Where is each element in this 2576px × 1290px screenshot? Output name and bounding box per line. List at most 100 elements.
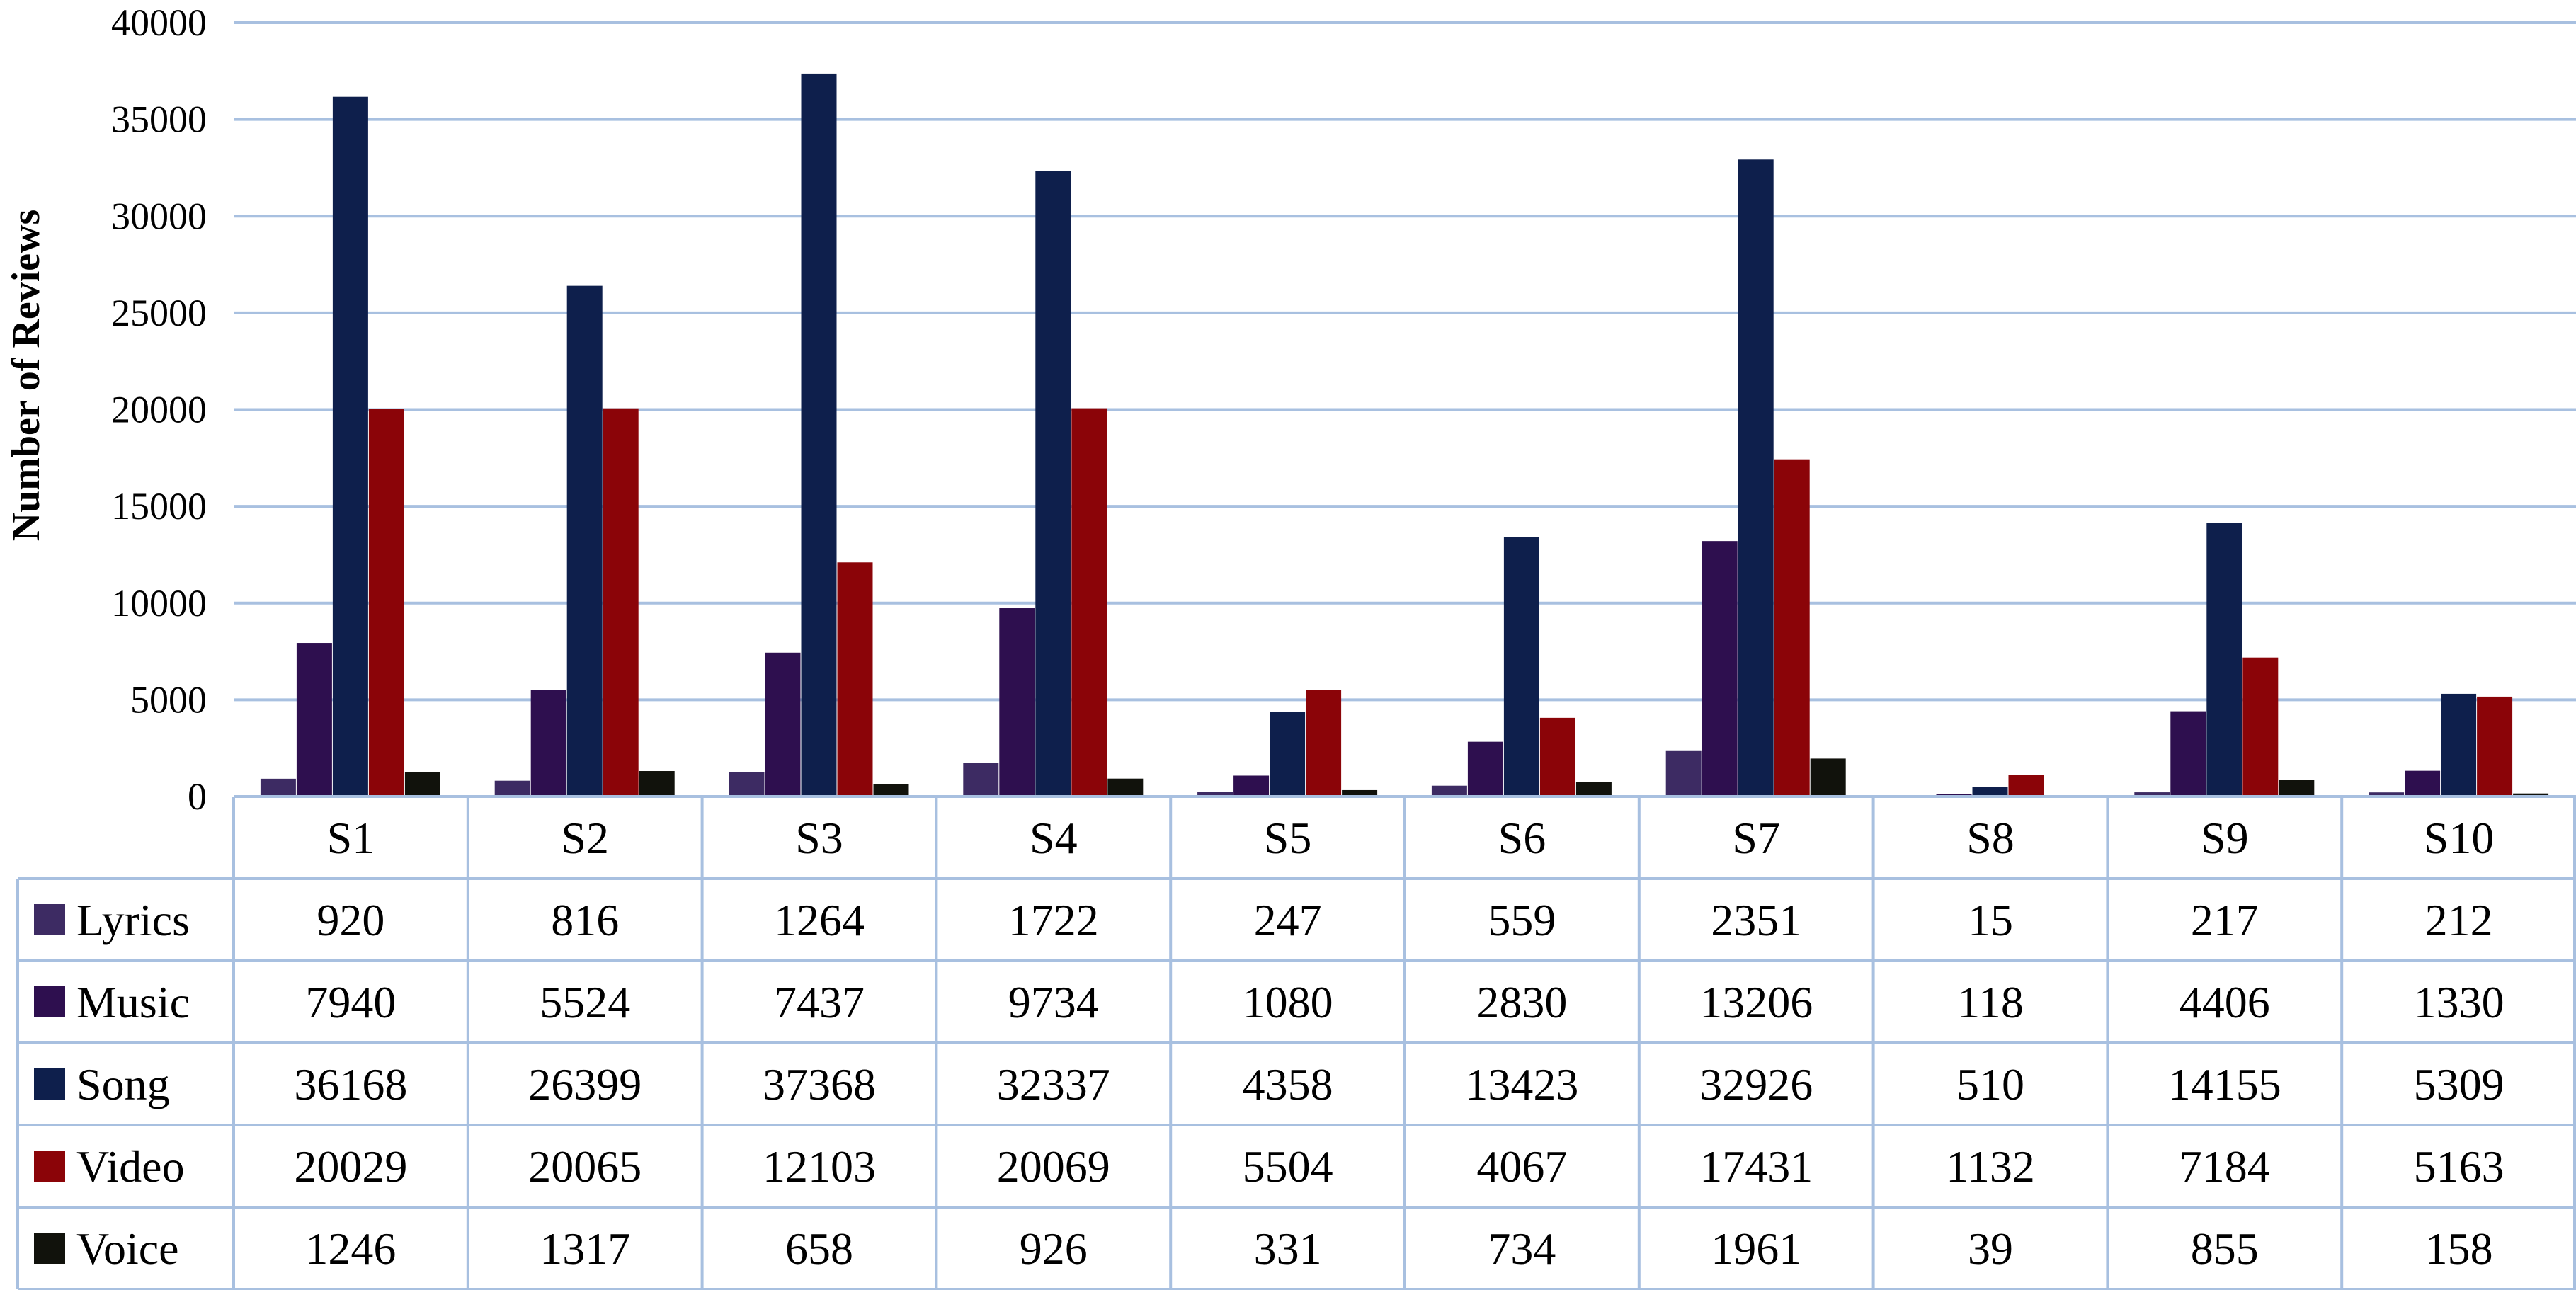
bar-video-s8 xyxy=(2008,775,2044,797)
category-label: S8 xyxy=(1966,813,2014,863)
y-tick-label: 40000 xyxy=(111,1,207,44)
data-label: 4406 xyxy=(2179,977,2270,1027)
bar-video-s7 xyxy=(1774,459,1810,797)
data-label: 37368 xyxy=(763,1059,876,1109)
bar-lyrics-s5 xyxy=(1197,792,1233,797)
bar-song-s9 xyxy=(2206,523,2242,797)
data-label: 158 xyxy=(2425,1223,2493,1274)
bar-song-s8 xyxy=(1972,787,2008,797)
data-label: 20029 xyxy=(294,1141,407,1192)
bar-lyrics-s7 xyxy=(1665,750,1702,797)
category-label: S6 xyxy=(1498,813,1546,863)
bar-video-s4 xyxy=(1071,408,1107,797)
data-label: 39 xyxy=(1968,1223,2013,1274)
data-label: 32926 xyxy=(1699,1059,1813,1109)
data-label: 855 xyxy=(2191,1223,2259,1274)
data-label: 658 xyxy=(785,1223,853,1274)
data-label: 26399 xyxy=(528,1059,642,1109)
y-tick-label: 10000 xyxy=(111,582,207,624)
bar-lyrics-s6 xyxy=(1431,785,1467,797)
bar-song-s2 xyxy=(566,285,603,797)
bar-voice-s1 xyxy=(404,772,440,797)
data-label: 4358 xyxy=(1243,1059,1333,1109)
category-label: S5 xyxy=(1264,813,1312,863)
bar-lyrics-s9 xyxy=(2134,792,2170,797)
bar-song-s6 xyxy=(1503,537,1539,797)
data-label: 36168 xyxy=(294,1059,407,1109)
bar-lyrics-s1 xyxy=(260,778,296,797)
bar-song-s7 xyxy=(1738,159,1774,797)
y-axis-label: Number of Reviews xyxy=(4,210,48,542)
bar-music-s4 xyxy=(999,608,1035,797)
data-label: 331 xyxy=(1254,1223,1322,1274)
data-label: 247 xyxy=(1254,895,1322,945)
data-label: 15 xyxy=(1968,895,2013,945)
series-label: Video xyxy=(76,1141,185,1192)
data-label: 212 xyxy=(2425,895,2493,945)
data-label: 20069 xyxy=(997,1141,1110,1192)
category-label: S7 xyxy=(1732,813,1780,863)
bar-lyrics-s2 xyxy=(494,780,530,797)
y-tick-label: 5000 xyxy=(130,678,207,721)
data-label: 13423 xyxy=(1465,1059,1578,1109)
category-label: S10 xyxy=(2424,813,2495,863)
bar-song-s10 xyxy=(2441,693,2477,797)
bar-video-s1 xyxy=(368,409,404,797)
data-label: 2351 xyxy=(1711,895,1801,945)
bar-song-s4 xyxy=(1035,171,1071,797)
bar-music-s9 xyxy=(2170,711,2206,797)
bar-lyrics-s4 xyxy=(963,763,999,797)
y-tick-label: 35000 xyxy=(111,98,207,141)
bar-video-s10 xyxy=(2477,696,2513,797)
data-label: 7184 xyxy=(2179,1141,2270,1192)
data-label: 7940 xyxy=(305,977,396,1027)
data-label: 1317 xyxy=(540,1223,630,1274)
data-label: 510 xyxy=(1956,1059,2024,1109)
data-label: 1246 xyxy=(305,1223,396,1274)
data-label: 5309 xyxy=(2414,1059,2504,1109)
data-label: 13206 xyxy=(1699,977,1813,1027)
data-label: 5524 xyxy=(540,977,630,1027)
data-label: 9734 xyxy=(1008,977,1099,1027)
data-label: 926 xyxy=(1020,1223,1088,1274)
y-tick-label: 20000 xyxy=(111,389,207,431)
bar-video-s6 xyxy=(1539,717,1575,797)
data-label: 1961 xyxy=(1711,1223,1801,1274)
bar-voice-s2 xyxy=(639,771,675,797)
bar-music-s3 xyxy=(765,652,801,797)
bar-voice-s10 xyxy=(2513,793,2549,797)
data-label: 12103 xyxy=(763,1141,876,1192)
bar-video-s9 xyxy=(2242,657,2279,797)
y-tick-label: 0 xyxy=(188,775,207,818)
data-label: 5504 xyxy=(1243,1141,1333,1192)
legend-key-lyrics xyxy=(34,904,65,935)
data-label: 2830 xyxy=(1476,977,1567,1027)
bar-lyrics-s10 xyxy=(2369,792,2405,797)
data-label: 1264 xyxy=(774,895,865,945)
category-label: S2 xyxy=(561,813,609,863)
series-label: Voice xyxy=(76,1223,179,1274)
data-label: 920 xyxy=(317,895,384,945)
bar-video-s3 xyxy=(837,562,873,797)
data-label: 20065 xyxy=(528,1141,642,1192)
bar-song-s5 xyxy=(1270,712,1306,797)
bar-video-s5 xyxy=(1306,690,1342,797)
bar-music-s6 xyxy=(1467,741,1503,797)
data-label: 118 xyxy=(1957,977,2024,1027)
data-table: S1 S2 S3 S4 S5 S6 S7 S8 S9 S10 Lyrics 920 816 1264 172… xyxy=(16,795,2576,1290)
legend-key-video xyxy=(34,1151,65,1182)
bar-voice-s3 xyxy=(873,784,909,797)
bar-voice-s7 xyxy=(1810,758,1846,797)
bar-voice-s5 xyxy=(1342,789,1378,797)
bar-music-s5 xyxy=(1233,775,1270,797)
bar-song-s3 xyxy=(801,73,837,797)
data-label: 4067 xyxy=(1476,1141,1567,1192)
data-label: 32337 xyxy=(997,1059,1110,1109)
data-label: 1330 xyxy=(2414,977,2504,1027)
legend-key-voice xyxy=(34,1233,65,1264)
bar-voice-s6 xyxy=(1575,782,1612,797)
data-label: 559 xyxy=(1488,895,1556,945)
data-label: 1722 xyxy=(1008,895,1099,945)
series-label: Lyrics xyxy=(76,895,190,945)
